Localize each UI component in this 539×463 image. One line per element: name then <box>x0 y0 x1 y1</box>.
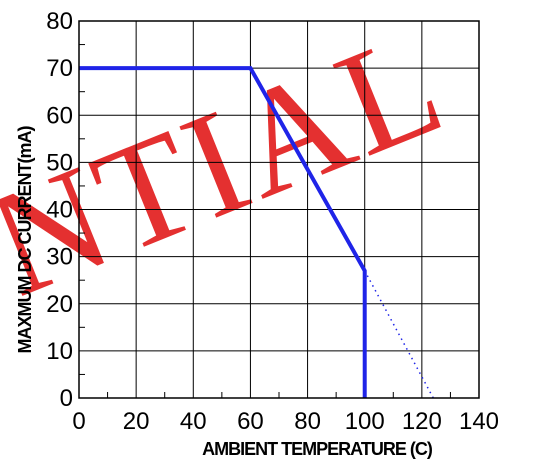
x-tick-label: 40 <box>180 408 207 435</box>
axes <box>78 20 480 399</box>
y-tick-label: 40 <box>46 197 73 224</box>
y-tick-label: 30 <box>46 244 73 271</box>
x-tick-label: 0 <box>72 408 85 435</box>
y-tick-label: 70 <box>46 55 73 82</box>
y-tick-label: 0 <box>60 385 73 412</box>
y-tick-label: 10 <box>46 338 73 365</box>
derating-curve-line <box>79 66 367 398</box>
x-tick-label: 60 <box>237 408 264 435</box>
y-axis-title: MAXMUM DC CURRENT(mA) <box>15 126 35 354</box>
x-tick-labels: 0 20 40 60 80 100 120 140 <box>72 408 499 435</box>
y-tick-label: 60 <box>46 102 73 129</box>
x-tick-label: 100 <box>345 408 385 435</box>
y-tick-label: 20 <box>46 291 73 318</box>
y-tick-label: 80 <box>46 8 73 35</box>
x-axis-title: AMBIENT TEMPERATURE (C) <box>202 439 433 459</box>
y-tick-label: 50 <box>46 149 73 176</box>
extrapolation-dotted-line <box>364 270 434 399</box>
x-tick-label: 140 <box>459 408 499 435</box>
series-group <box>79 66 434 399</box>
x-tick-label: 20 <box>123 408 150 435</box>
x-tick-label: 120 <box>402 408 442 435</box>
y-tick-labels: 0 10 20 30 40 50 60 70 80 <box>46 8 73 412</box>
x-tick-label: 80 <box>294 408 321 435</box>
